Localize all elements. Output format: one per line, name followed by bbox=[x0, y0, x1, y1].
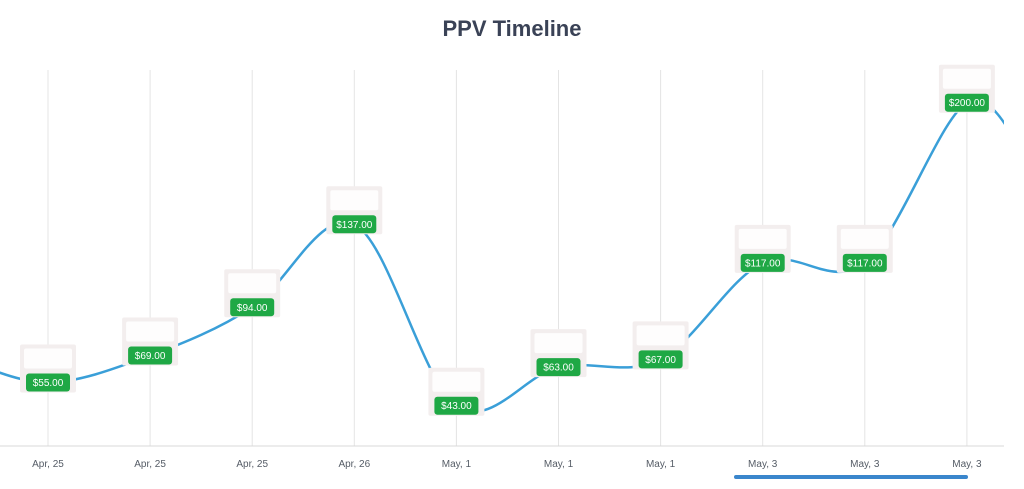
price-badge bbox=[842, 253, 887, 272]
data-point[interactable]: $55.00 bbox=[20, 344, 76, 393]
price-label: $137.00 bbox=[336, 220, 373, 231]
data-point[interactable]: $94.00 bbox=[224, 269, 281, 318]
price-label: $63.00 bbox=[543, 363, 574, 374]
data-point[interactable]: $67.00 bbox=[632, 321, 689, 370]
x-tick-label: May, 3 bbox=[952, 459, 982, 470]
thumbnail-highlight bbox=[24, 348, 72, 369]
price-label: $94.00 bbox=[237, 303, 268, 314]
thumbnail-highlight bbox=[432, 371, 481, 392]
price-label: $117.00 bbox=[847, 258, 883, 269]
price-badge bbox=[26, 373, 70, 392]
thumbnail-highlight bbox=[330, 190, 379, 211]
price-badge bbox=[638, 350, 683, 369]
data-point[interactable]: $117.00 bbox=[836, 224, 893, 273]
x-tick-label: Apr, 26 bbox=[338, 459, 370, 470]
x-tick-label: Apr, 25 bbox=[134, 459, 166, 470]
price-badge bbox=[434, 396, 479, 415]
price-label: $69.00 bbox=[135, 351, 166, 362]
data-point[interactable]: $137.00 bbox=[326, 186, 383, 235]
chart-title: PPV Timeline bbox=[442, 16, 582, 41]
data-point[interactable]: $117.00 bbox=[734, 224, 791, 273]
thumbnail-highlight bbox=[534, 333, 583, 354]
price-badge bbox=[536, 358, 581, 377]
thumbnail-highlight bbox=[942, 68, 991, 89]
data-point[interactable]: $69.00 bbox=[122, 317, 179, 366]
thumbnail-highlight bbox=[738, 228, 787, 249]
horizontal-scrollbar[interactable] bbox=[734, 475, 968, 479]
thumbnail-highlight bbox=[636, 325, 685, 346]
x-tick-label: May, 3 bbox=[748, 459, 778, 470]
x-tick-label: May, 1 bbox=[544, 459, 574, 470]
price-badge bbox=[230, 298, 275, 317]
data-points: $55.00 $69.00 $94.00 $137.00 $43.00 $63.00 $67… bbox=[20, 64, 995, 416]
x-axis-ticks: Apr, 25 Apr, 25 Apr, 25 Apr, 26 May, 1 May, 1… bbox=[32, 459, 982, 470]
price-badge bbox=[740, 253, 785, 272]
x-tick-label: May, 3 bbox=[850, 459, 880, 470]
price-label: $67.00 bbox=[645, 355, 676, 366]
x-tick-label: May, 1 bbox=[442, 459, 472, 470]
price-badge bbox=[944, 93, 989, 112]
data-point[interactable]: $63.00 bbox=[530, 329, 587, 378]
thumbnail-highlight bbox=[228, 273, 277, 294]
data-point[interactable]: $200.00 bbox=[938, 64, 995, 113]
thumbnail-highlight bbox=[126, 321, 175, 342]
price-label: $200.00 bbox=[949, 98, 986, 109]
x-tick-label: Apr, 25 bbox=[32, 459, 64, 470]
price-label: $55.00 bbox=[33, 378, 64, 389]
price-badge bbox=[332, 215, 377, 234]
thumbnail-highlight bbox=[840, 228, 889, 249]
x-tick-label: May, 1 bbox=[646, 459, 676, 470]
price-label: $43.00 bbox=[441, 401, 472, 412]
x-tick-label: Apr, 25 bbox=[236, 459, 268, 470]
price-badge bbox=[128, 346, 173, 365]
data-point[interactable]: $43.00 bbox=[428, 367, 485, 416]
price-label: $117.00 bbox=[745, 258, 781, 269]
grid-lines bbox=[47, 70, 968, 446]
